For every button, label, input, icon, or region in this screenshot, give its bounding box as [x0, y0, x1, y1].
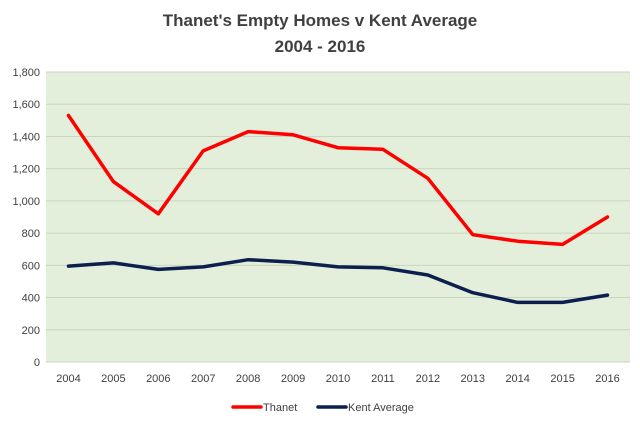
- y-tick-label: 0: [34, 357, 40, 369]
- x-tick-label: 2006: [146, 373, 170, 385]
- legend-label: Kent Average: [348, 402, 414, 414]
- y-tick-label: 600: [22, 260, 40, 272]
- x-tick-label: 2011: [371, 373, 395, 385]
- series-lines: [66, 113, 610, 305]
- legend-label: Thanet: [263, 402, 297, 414]
- y-tick-label: 1,800: [12, 67, 40, 79]
- plot-area: [46, 72, 630, 362]
- y-tick-label: 1,400: [12, 131, 40, 143]
- x-tick-label: 2009: [281, 373, 305, 385]
- y-tick-label: 1,000: [12, 196, 40, 208]
- chart-title-line-1: Thanet's Empty Homes v Kent Average: [163, 11, 478, 30]
- y-axis-tick-labels: 0 200 400 600 800 1,000 1,200 1,400 1,600 1,800: [12, 67, 40, 369]
- y-tick-label: 400: [22, 293, 40, 305]
- x-tick-label: 2004: [56, 373, 80, 385]
- y-tick-label: 1,200: [12, 164, 40, 176]
- chart-title-line-2: 2004 - 2016: [275, 37, 366, 56]
- y-tick-label: 800: [22, 228, 40, 240]
- x-tick-label: 2007: [191, 373, 215, 385]
- x-tick-label: 2015: [550, 373, 574, 385]
- x-tick-label: 2016: [595, 373, 619, 385]
- x-tick-label: 2008: [236, 373, 260, 385]
- y-tick-label: 200: [22, 325, 40, 337]
- x-axis-tick-labels: 2004 2005 2006 2007 2008 2009 2010 2011 2012 2013…: [56, 373, 620, 385]
- gridlines: [46, 71, 630, 363]
- x-tick-label: 2010: [326, 373, 350, 385]
- legend: Thanet Kent Average: [231, 402, 414, 414]
- x-tick-label: 2014: [505, 373, 529, 385]
- x-tick-label: 2012: [416, 373, 440, 385]
- y-tick-label: 1,600: [12, 99, 40, 111]
- series-line-kent-average: [66, 257, 610, 305]
- x-tick-label: 2013: [461, 373, 485, 385]
- series-line-thanet: [66, 113, 610, 247]
- x-tick-label: 2005: [101, 373, 125, 385]
